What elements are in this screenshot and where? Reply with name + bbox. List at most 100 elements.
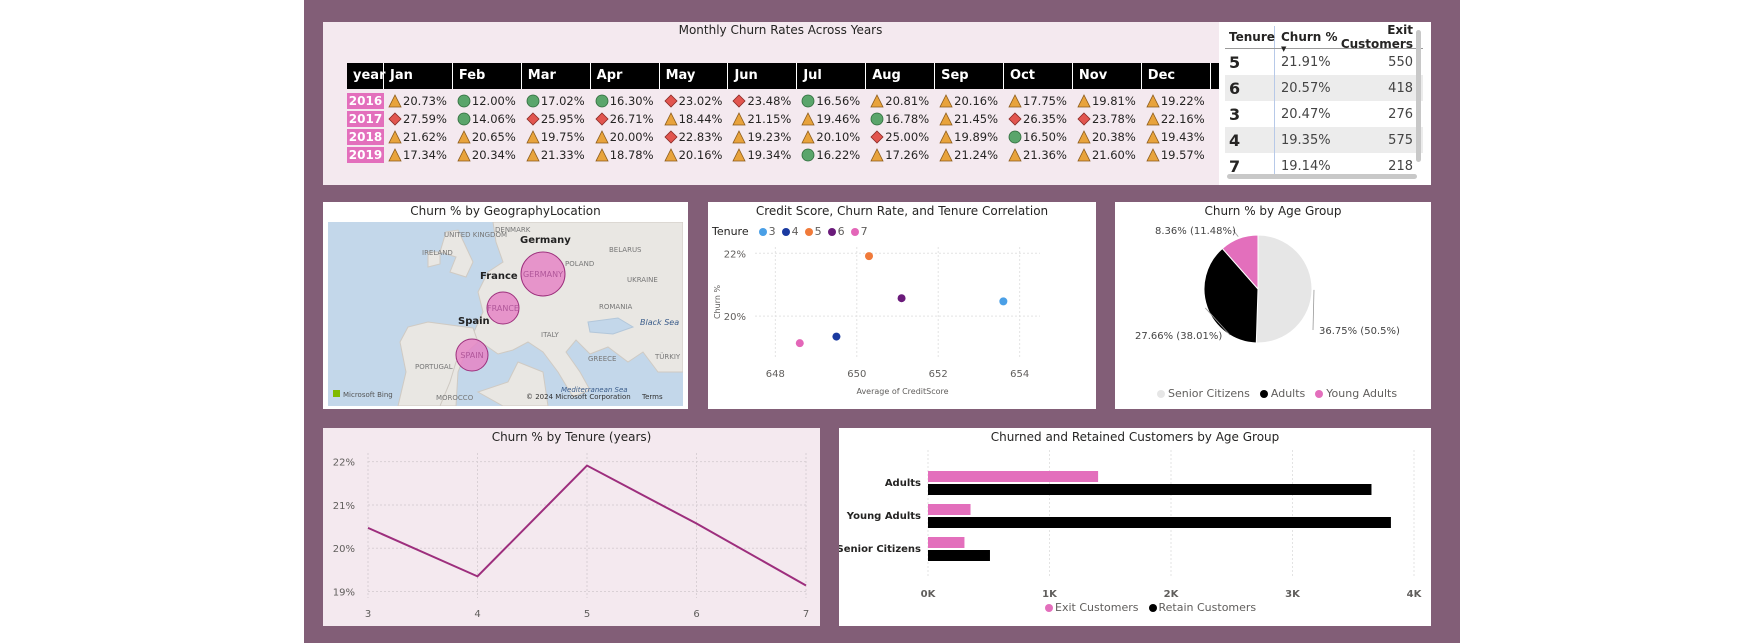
map-label-belarus: BELARUS [609,246,642,254]
churn-value: 20.38% [1091,130,1136,144]
pie-chart[interactable]: 36.75% (50.5%) 27.66% (38.01%) 8.36% (11.4… [1115,218,1431,398]
legend-item[interactable]: 4 [781,225,799,238]
bar[interactable] [928,484,1372,495]
x-tick-label: 0K [921,589,937,600]
tenure-cell: 5 [1225,49,1275,75]
month-header-1[interactable]: Jan [384,63,453,89]
tenure-line-card[interactable]: Churn % by Tenure (years) 22% 21% 20% 19% 3 4… [323,428,820,626]
bar[interactable] [928,517,1391,528]
month-header-10[interactable]: Oct [1004,63,1073,89]
category-label: Senior Citizens [839,544,921,555]
bar[interactable] [928,471,1099,482]
table-row[interactable]: 4 19.35% 575 [1225,127,1423,153]
legend-item[interactable]: Retain Customers [1148,601,1257,614]
header-churn[interactable]: Churn % ▼ [1275,30,1339,53]
horizontal-scrollbar[interactable] [1227,174,1417,179]
churn-value: 14.06% [471,112,516,126]
vertical-scrollbar[interactable] [1416,30,1421,162]
scatter-point[interactable] [865,252,873,261]
pie-slice[interactable] [1203,247,1259,344]
sort-desc-icon[interactable]: ▼ [1281,45,1287,53]
bar[interactable] [928,537,965,548]
scatter-point[interactable] [999,297,1008,306]
bubble-label-spain: SPAIN [460,351,483,360]
red-diamond-icon [1077,112,1091,126]
scatter-point[interactable] [897,294,906,303]
legend-dot [850,227,859,236]
churn-cell: 22.16% [1142,112,1211,126]
table-row[interactable]: 3 20.47% 276 [1225,101,1423,127]
tenure-table: Tenure Churn % ▼ Exit Customers 5 21.91% 5… [1225,23,1423,179]
month-header-7[interactable]: Jul [797,63,867,89]
legend-item[interactable]: Exit Customers [1045,601,1139,614]
churn-cell: 19.14% [1281,158,1331,174]
churn-value: 19.75% [540,130,585,144]
legend-item[interactable]: Adults [1259,387,1305,400]
month-header-2[interactable]: Feb [453,63,522,89]
monthly-churn-card[interactable]: Monthly Churn Rates Across Years year Jan… [323,22,1238,185]
month-header-5[interactable]: May [660,63,729,89]
pie-slice[interactable] [1255,234,1313,344]
triangle-warning-icon [526,130,540,144]
bar-chart[interactable]: 0K 1K 2K 3K 4K Adults Young Adults Senior Citiz… [839,428,1431,626]
bubble-spain[interactable] [455,338,489,372]
red-diamond-icon [1008,112,1022,126]
legend-item[interactable]: 3 [758,225,776,238]
legend-item[interactable]: Young Adults [1315,387,1397,400]
scatter-point[interactable] [795,339,804,348]
header-tenure[interactable]: Tenure [1225,26,1275,48]
legend-item[interactable]: 7 [850,225,868,238]
x-tick-label: 650 [847,369,866,380]
microsoft-bing-logo [333,390,340,397]
month-header-9[interactable]: Sep [935,63,1005,89]
legend-label: Retain Customers [1158,601,1257,614]
legend-item[interactable]: 6 [827,225,845,238]
x-tick-label: 652 [929,369,948,380]
triangle-warning-icon [457,130,471,144]
churn-value: 21.33% [540,148,585,162]
age-bar-card[interactable]: Churned and Retained Customers by Age Gr… [839,428,1431,626]
legend-item[interactable]: 5 [804,225,822,238]
exit-cell: 550 [1388,54,1413,70]
age-pie-card[interactable]: Churn % by Age Group 36.75% (50.5%) 27.66… [1115,202,1431,409]
pie-leader-line [1232,229,1239,237]
bubble-france[interactable] [486,291,520,325]
churn-value: 20.16% [678,148,723,162]
month-header-0[interactable]: year [347,63,385,89]
legend-dot [1157,389,1165,398]
table-row[interactable]: 7 19.14% 218 [1225,153,1423,179]
legend-item[interactable]: Senior Citizens [1157,387,1250,400]
churn-cell: 19.75% [522,130,591,144]
tenure-table-card[interactable]: Tenure Churn % ▼ Exit Customers 5 21.91% 5… [1219,22,1431,185]
month-header-6[interactable]: Jun [728,63,798,89]
bubble-germany[interactable] [520,251,566,297]
churn-cell: 19.89% [935,130,1004,144]
bar[interactable] [928,504,971,515]
map-terms-link[interactable]: Terms [641,393,663,401]
month-header-11[interactable]: Nov [1073,63,1142,89]
bar[interactable] [928,550,990,561]
churn-cell: 20.57% [1281,80,1331,96]
month-header-12[interactable]: Dec [1142,63,1211,89]
churn-cell: 20.34% [453,148,522,162]
triangle-warning-icon [457,148,471,162]
year-cell: 2019 [347,147,384,163]
header-exit[interactable]: Exit Customers [1340,23,1413,51]
month-header-3[interactable]: Mar [522,63,591,89]
geography-map-card[interactable]: Churn % by GeographyLocation DENMARK UNI… [323,202,688,409]
map-svg[interactable]: DENMARK UNITED KINGDOM IRELAND POLAND BE… [328,222,683,406]
scatter-card[interactable]: Credit Score, Churn Rate, and Tenure Cor… [708,202,1096,409]
y-axis-label: Churn % [713,285,722,319]
pie-slice[interactable] [1221,234,1259,291]
table-row[interactable]: 5 21.91% 550 [1225,49,1423,75]
scatter-point[interactable] [832,332,841,341]
month-header-4[interactable]: Apr [591,63,660,89]
month-header-8[interactable]: Aug [866,63,936,89]
table-row[interactable]: 6 20.57% 418 [1225,75,1423,101]
triangle-warning-icon [732,148,747,162]
bar-legend: Exit Customers Retain Customers [1045,601,1256,614]
line-chart[interactable]: 22% 21% 20% 19% 3 4 5 6 7 [323,428,820,626]
legend-dot [1045,603,1053,612]
churn-value: 18.78% [609,148,654,162]
